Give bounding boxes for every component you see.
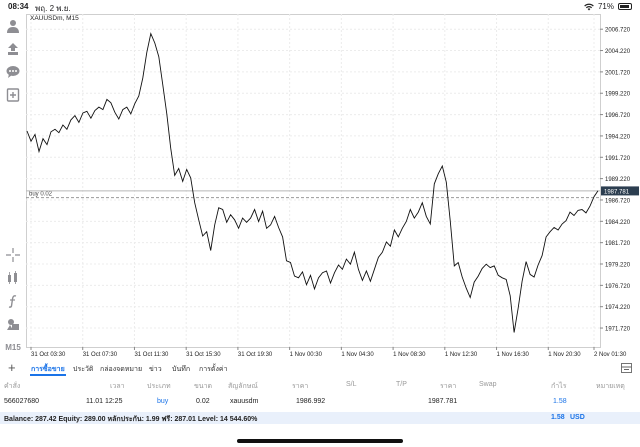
battery-fill — [620, 5, 629, 8]
x-tick-label: 1 Nov 20:30 — [548, 352, 581, 358]
crosshair-icon[interactable] — [4, 246, 22, 264]
price-line — [26, 32, 599, 333]
add-icon[interactable]: + — [8, 360, 16, 375]
total-profit: 1.58 — [551, 414, 565, 421]
home-indicator — [237, 439, 403, 443]
y-tick-label: 2001.720 — [605, 70, 631, 76]
chat-icon[interactable] — [4, 63, 22, 81]
x-tick-label: 1 Nov 00:30 — [290, 352, 323, 358]
chart-symbol-label: XAUUSDm, M15 — [30, 15, 79, 22]
battery-percent: 71% — [597, 2, 614, 11]
balance-summary: Balance: 287.42 Equity: 289.00 หลักประกั… — [4, 416, 258, 423]
x-tick-label: 31 Oct 15:30 — [186, 352, 221, 358]
wifi-icon — [584, 3, 594, 10]
new-chart-icon[interactable] — [4, 86, 22, 104]
tab-news[interactable]: ข่าว — [149, 366, 162, 373]
positions-table-header: คำสั่ง เวลา ประเภท ขนาด สัญลักษณ์ ราคา S… — [0, 378, 640, 392]
profit-currency: USD — [570, 414, 585, 421]
y-tick-label: 1971.720 — [605, 327, 631, 333]
x-tick-label: 1 Nov 04:30 — [341, 352, 374, 358]
col-symbol: สัญลักษณ์ — [228, 383, 258, 390]
col-time: เวลา — [110, 383, 125, 390]
tab-history[interactable]: ประวัติ — [73, 366, 94, 373]
col-type: ประเภท — [147, 383, 171, 390]
y-tick-label: 1986.720 — [605, 198, 631, 204]
y-tick-label: 1996.720 — [605, 113, 631, 119]
person-icon[interactable] — [4, 17, 22, 35]
col-sl: S/L — [346, 381, 357, 388]
function-icon[interactable] — [4, 292, 22, 310]
timeframe-button[interactable]: M15 — [5, 342, 21, 352]
col-price: ราคา — [292, 383, 309, 390]
y-tick-label: 1981.720 — [605, 241, 631, 247]
col-swap: Swap — [479, 381, 497, 388]
row-profit: 1.58 — [553, 398, 567, 405]
bottom-tabs: + การซื้อขาย ประวัติ กล่องจดหมาย ข่าว บั… — [0, 360, 640, 376]
price-chart[interactable]: 2006.720 2004.220 2001.720 1999.220 1996.720… — [26, 14, 640, 358]
y-tick-label: 1991.720 — [605, 156, 631, 162]
col-profit: กำไร — [551, 383, 567, 390]
tab-mailbox[interactable]: กล่องจดหมาย — [100, 366, 143, 373]
left-toolbar: M15 — [0, 14, 26, 358]
col-tp: T/P — [396, 381, 407, 388]
col-volume: ขนาด — [194, 383, 213, 390]
tab-active-indicator — [30, 374, 66, 376]
order-line-label: buy 0.02 — [29, 192, 53, 198]
col-current-price: ราคา — [440, 383, 457, 390]
y-tick-label: 2004.220 — [605, 49, 631, 55]
balance-bar: Balance: 287.42 Equity: 289.00 หลักประกั… — [0, 412, 640, 424]
col-order: คำสั่ง — [4, 383, 21, 390]
bid-price-label: 1987.781 — [604, 189, 630, 195]
row-current-price: 1987.781 — [428, 398, 458, 405]
row-order: 566027680 — [4, 398, 40, 405]
indicators-icon[interactable] — [4, 269, 22, 287]
status-date: พฤ. 2 พ.ย. — [35, 4, 71, 13]
x-tick-label: 31 Oct 11:30 — [134, 352, 169, 358]
y-tick-label: 1999.220 — [605, 92, 631, 98]
x-tick-label: 1 Nov 12:30 — [445, 352, 478, 358]
row-volume: 0.02 — [196, 398, 210, 405]
tab-journal[interactable]: บันทึก — [172, 366, 191, 373]
trade-icon[interactable] — [4, 40, 22, 58]
x-tick-label: 1 Nov 16:30 — [497, 352, 530, 358]
row-symbol: xauusdm — [230, 398, 259, 405]
bid-price-tag — [601, 186, 639, 196]
row-open-price: 1986.992 — [296, 398, 326, 405]
x-tick-label: 31 Oct 03:30 — [31, 352, 66, 358]
status-right: 71% — [584, 2, 632, 11]
plot-frame — [26, 14, 601, 348]
x-tick-label: 2 Nov 01:30 — [594, 352, 627, 358]
y-tick-label: 2006.720 — [605, 28, 631, 34]
col-comment: หมายเหตุ — [596, 383, 625, 390]
battery-icon — [618, 3, 632, 10]
y-tick-label: 1979.220 — [605, 263, 631, 269]
y-tick-label: 1989.220 — [605, 177, 631, 183]
status-time: 08:34 — [8, 2, 29, 11]
y-tick-label: 1974.220 — [605, 305, 631, 311]
status-bar: 08:34 พฤ. 2 พ.ย. 71% — [0, 0, 640, 14]
y-tick-label: 1984.220 — [605, 220, 631, 226]
tab-trade[interactable]: การซื้อขาย — [31, 366, 65, 373]
chart-area[interactable]: 2006.720 2004.220 2001.720 1999.220 1996.720… — [26, 14, 640, 358]
row-time: 11.01 12:25 — [86, 398, 123, 405]
position-row[interactable]: 566027680 11.01 12:25 buy 0.02 xauusdm 1… — [0, 395, 640, 409]
objects-icon[interactable] — [4, 315, 22, 333]
tab-settings[interactable]: การตั้งค่า — [199, 366, 228, 373]
y-tick-label: 1976.720 — [605, 284, 631, 290]
y-tick-label: 1994.220 — [605, 134, 631, 140]
x-tick-label: 1 Nov 08:30 — [393, 352, 426, 358]
row-type: buy — [157, 398, 169, 405]
panel-toggle-icon[interactable] — [621, 363, 632, 373]
x-tick-label: 31 Oct 19:30 — [238, 352, 273, 358]
x-tick-label: 31 Oct 07:30 — [83, 352, 118, 358]
